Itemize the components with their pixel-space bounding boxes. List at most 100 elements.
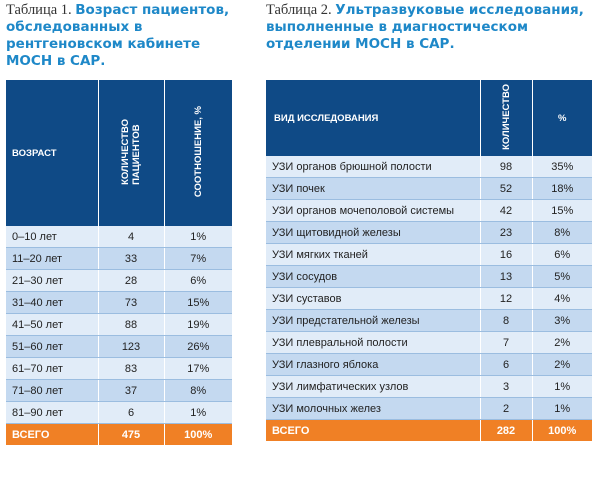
table-cell: ВСЕГО (6, 423, 99, 445)
table-cell: 18% (532, 177, 592, 200)
table-row: УЗИ мягких тканей 16 6% (266, 243, 592, 266)
table1-total-row: ВСЕГО 475 100% (6, 423, 232, 445)
table-row: 0–10 лет 4 1% (6, 226, 232, 248)
table-cell: 23 (480, 221, 533, 244)
table1-header-count: КОЛИЧЕСТВО ПАЦИЕНТОВ (98, 80, 165, 226)
table2: ВИД ИССЛЕДОВАНИЯ КОЛИЧЕСТВО % УЗИ органо… (266, 80, 592, 441)
table-row: УЗИ органов брюшной полости 98 35% (266, 156, 592, 178)
table-row: УЗИ почек 52 18% (266, 177, 592, 200)
table-cell: УЗИ молочных желез (266, 397, 481, 420)
table1-caption: Таблица 1. Возраст пациентов, обследован… (6, 0, 232, 80)
table-row: 31–40 лет 73 15% (6, 291, 232, 314)
table-cell: 41–50 лет (6, 313, 99, 336)
table1-header-age: ВОЗРАСТ (6, 80, 99, 226)
table-cell: 28 (98, 269, 165, 292)
table1-caption-title: Возраст пациентов, обследованных в рентг… (6, 2, 230, 69)
table-cell: 33 (98, 247, 165, 270)
table-cell: 73 (98, 291, 165, 314)
table-cell: 37 (98, 379, 165, 402)
table-cell: 8% (532, 221, 592, 244)
table-cell: УЗИ глазного яблока (266, 353, 481, 376)
table-cell: 83 (98, 357, 165, 380)
table-row: УЗИ суставов 12 4% (266, 287, 592, 310)
table-row: 81–90 лет 6 1% (6, 401, 232, 424)
table1-panel: Таблица 1. Возраст пациентов, обследован… (6, 0, 232, 445)
table2-header-count: КОЛИЧЕСТВО (480, 80, 533, 156)
table-cell: 123 (98, 335, 165, 358)
table-cell: 100% (532, 419, 592, 441)
table-cell: 31–40 лет (6, 291, 99, 314)
table-row: 41–50 лет 88 19% (6, 313, 232, 336)
table-cell: 100% (164, 423, 232, 445)
table-cell: УЗИ щитовидной железы (266, 221, 481, 244)
table-cell: 6% (532, 243, 592, 266)
table-row: УЗИ предстательной железы 8 3% (266, 309, 592, 332)
table-cell: 52 (480, 177, 533, 200)
table-row: УЗИ молочных желез 2 1% (266, 397, 592, 420)
table-cell: 15% (164, 291, 232, 314)
table-cell: 61–70 лет (6, 357, 99, 380)
header-label: СООТНОШЕНИЕ, % (192, 105, 204, 198)
table-cell: УЗИ мягких тканей (266, 243, 481, 266)
table-cell: УЗИ лимфатических узлов (266, 375, 481, 398)
table-cell: ВСЕГО (266, 419, 481, 441)
table-cell: УЗИ сосудов (266, 265, 481, 288)
table2-caption-title: Ультразвуковые исследования, выполненные… (266, 2, 584, 52)
table1-header-ratio: СООТНОШЕНИЕ, % (164, 80, 232, 226)
table-cell: УЗИ суставов (266, 287, 481, 310)
table-cell: 35% (532, 156, 592, 178)
table-cell: 26% (164, 335, 232, 358)
table-cell: УЗИ предстательной железы (266, 309, 481, 332)
table-row: УЗИ лимфатических узлов 3 1% (266, 375, 592, 398)
table-cell: 4 (98, 226, 165, 248)
table2-caption-lead: Таблица 2. (266, 2, 332, 18)
table-cell: УЗИ органов мочеполовой системы (266, 199, 481, 222)
table-cell: 6% (164, 269, 232, 292)
table-cell: 42 (480, 199, 533, 222)
table-cell: 12 (480, 287, 533, 310)
table-row: 71–80 лет 37 8% (6, 379, 232, 402)
table-cell: 1% (164, 226, 232, 248)
table-row: УЗИ органов мочеполовой системы 42 15% (266, 199, 592, 222)
table-cell: 21–30 лет (6, 269, 99, 292)
table2-panel: Таблица 2. Ультразвуковые исследования, … (266, 0, 592, 441)
table-cell: 2% (532, 353, 592, 376)
table-cell: УЗИ почек (266, 177, 481, 200)
table-cell: 1% (164, 401, 232, 424)
table-cell: 3% (532, 309, 592, 332)
table-row: УЗИ сосудов 13 5% (266, 265, 592, 288)
header-label: КОЛИЧЕСТВО (120, 118, 131, 185)
table-cell: 475 (98, 423, 165, 445)
table-cell: 8% (164, 379, 232, 402)
table-cell: 98 (480, 156, 533, 178)
table-cell: 3 (480, 375, 533, 398)
table1-caption-lead: Таблица 1. (6, 2, 72, 18)
table-cell: 7 (480, 331, 533, 354)
table-cell: 19% (164, 313, 232, 336)
table-cell: 6 (98, 401, 165, 424)
table-cell: 16 (480, 243, 533, 266)
table-cell: 1% (532, 375, 592, 398)
table-row: УЗИ щитовидной железы 23 8% (266, 221, 592, 244)
table-row: 11–20 лет 33 7% (6, 247, 232, 270)
table-cell: 71–80 лет (6, 379, 99, 402)
table-cell: 6 (480, 353, 533, 376)
header-label: КОЛИЧЕСТВО ПАЦИЕНТОВ (120, 119, 142, 185)
table2-header-pct: % (532, 80, 592, 156)
table-cell: 8 (480, 309, 533, 332)
header-label: ПАЦИЕНТОВ (131, 123, 142, 185)
table-cell: 88 (98, 313, 165, 336)
table-row: УЗИ плевральной полости 7 2% (266, 331, 592, 354)
table-cell: 81–90 лет (6, 401, 99, 424)
table-row: УЗИ глазного яблока 6 2% (266, 353, 592, 376)
table-cell: УЗИ плевральной полости (266, 331, 481, 354)
table-cell: 2% (532, 331, 592, 354)
table-cell: 1% (532, 397, 592, 420)
table-row: 61–70 лет 83 17% (6, 357, 232, 380)
table-cell: 2 (480, 397, 533, 420)
table-cell: 4% (532, 287, 592, 310)
table-cell: 0–10 лет (6, 226, 99, 248)
header-label: КОЛИЧЕСТВО (500, 83, 512, 150)
table2-total-row: ВСЕГО 282 100% (266, 419, 592, 441)
table-cell: 5% (532, 265, 592, 288)
